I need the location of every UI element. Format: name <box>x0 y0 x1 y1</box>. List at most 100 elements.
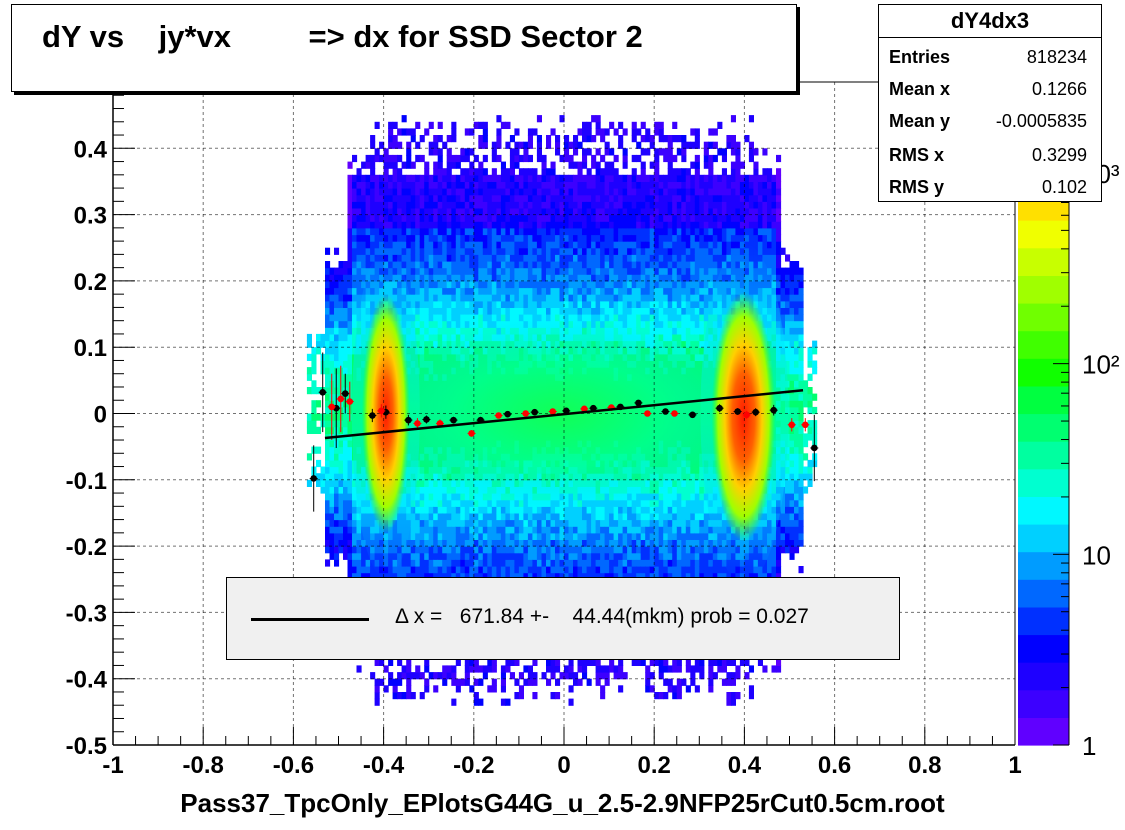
heatmap-cell <box>505 280 511 289</box>
heatmap-cell <box>600 685 606 693</box>
heatmap-cell <box>361 221 367 229</box>
heatmap-cell <box>392 168 398 176</box>
heatmap-cell <box>473 234 479 242</box>
heatmap-cell <box>397 181 403 189</box>
heatmap-cell <box>604 519 610 527</box>
heatmap-cell <box>518 307 524 315</box>
heatmap-cell <box>609 294 615 302</box>
heatmap-cell <box>518 221 524 229</box>
heatmap-cell <box>464 658 470 666</box>
heatmap-cell <box>523 221 529 229</box>
heatmap-cell <box>320 486 326 494</box>
heatmap-cell <box>604 672 610 680</box>
heatmap-cell <box>446 254 452 262</box>
heatmap-cell <box>609 214 615 222</box>
heatmap-cell <box>437 214 443 222</box>
heatmap-cell <box>527 154 533 163</box>
heatmap-cell <box>338 459 344 468</box>
heatmap-cell <box>437 280 443 289</box>
heatmap-cell <box>347 327 353 335</box>
heatmap-cell <box>546 294 552 302</box>
heatmap-cell <box>410 539 416 547</box>
heatmap-cell <box>604 261 610 269</box>
heatmap-cell <box>419 241 425 249</box>
heatmap-cell <box>523 546 529 554</box>
heatmap-cell <box>613 188 619 196</box>
heatmap-cell <box>509 154 515 163</box>
heatmap-cell <box>527 181 533 189</box>
heatmap-cell <box>591 221 597 229</box>
heatmap-cell <box>527 141 533 149</box>
heatmap-cell <box>334 512 340 521</box>
heatmap-cell <box>397 658 403 666</box>
heatmap-cell <box>442 280 448 289</box>
heatmap-cell <box>527 280 533 289</box>
heatmap-cell <box>446 499 452 507</box>
heatmap-cell <box>487 519 493 527</box>
heatmap-cell <box>582 566 588 574</box>
heatmap-cell <box>424 181 430 189</box>
heatmap-cell <box>568 526 574 534</box>
heatmap-cell <box>356 280 362 289</box>
heatmap-cell <box>370 234 376 242</box>
heatmap-cell <box>473 506 479 514</box>
heatmap-cell <box>424 161 430 169</box>
heatmap-cell <box>419 247 425 255</box>
heatmap-cell <box>604 241 610 249</box>
heatmap-cell <box>352 194 358 202</box>
heatmap-cell <box>415 141 421 149</box>
heatmap-cell <box>361 194 367 202</box>
heatmap-cell <box>370 241 376 249</box>
heatmap-cell <box>613 526 619 534</box>
heatmap-cell <box>365 221 371 229</box>
heatmap-cell <box>419 181 425 189</box>
heatmap-cell <box>442 254 448 262</box>
heatmap-cell <box>527 532 533 540</box>
heatmap-cell <box>505 294 511 302</box>
heatmap-cell <box>500 314 506 322</box>
heatmap-cell <box>446 148 452 156</box>
heatmap-cell <box>473 546 479 554</box>
heatmap-cell <box>509 559 515 567</box>
heatmap-cell <box>433 566 439 574</box>
heatmap-cell <box>464 214 470 222</box>
heatmap-cell <box>505 314 511 322</box>
heatmap-cell <box>446 168 452 176</box>
heatmap-cell <box>451 698 457 706</box>
heatmap-cell <box>316 387 322 395</box>
heatmap-cell <box>455 559 461 567</box>
heatmap-cell <box>527 168 533 176</box>
heatmap-cell <box>550 168 556 176</box>
heatmap-cell <box>356 274 362 282</box>
heatmap-cell <box>406 566 412 574</box>
heatmap-cell <box>505 208 511 216</box>
heatmap-cell <box>347 314 353 322</box>
heatmap-cell <box>455 294 461 302</box>
heatmap-cell <box>428 148 434 156</box>
heatmap-cell <box>329 506 335 514</box>
heatmap-cell <box>356 181 362 189</box>
heatmap-cell <box>573 241 579 249</box>
heatmap-cell <box>600 241 606 249</box>
heatmap-cell <box>609 552 615 560</box>
heatmap-cell <box>487 174 493 182</box>
heatmap-cell <box>401 115 407 123</box>
heatmap-cell <box>559 214 565 222</box>
heatmap-cell <box>487 300 493 308</box>
heatmap-cell <box>469 300 475 308</box>
heatmap-cell <box>482 665 488 673</box>
heatmap-cell <box>424 267 430 275</box>
heatmap-cell <box>573 512 579 521</box>
heatmap-cell <box>329 307 335 315</box>
heatmap-cell <box>392 221 398 229</box>
heatmap-cell <box>446 135 452 143</box>
heatmap-cell <box>410 221 416 229</box>
heatmap-cell <box>338 314 344 322</box>
heatmap-cell <box>428 121 434 129</box>
heatmap-cell <box>325 559 331 567</box>
heatmap-cell <box>356 546 362 554</box>
heatmap-cell <box>577 546 583 554</box>
heatmap-cell <box>573 314 579 322</box>
heatmap-cell <box>541 314 547 322</box>
heatmap-cell <box>523 539 529 547</box>
